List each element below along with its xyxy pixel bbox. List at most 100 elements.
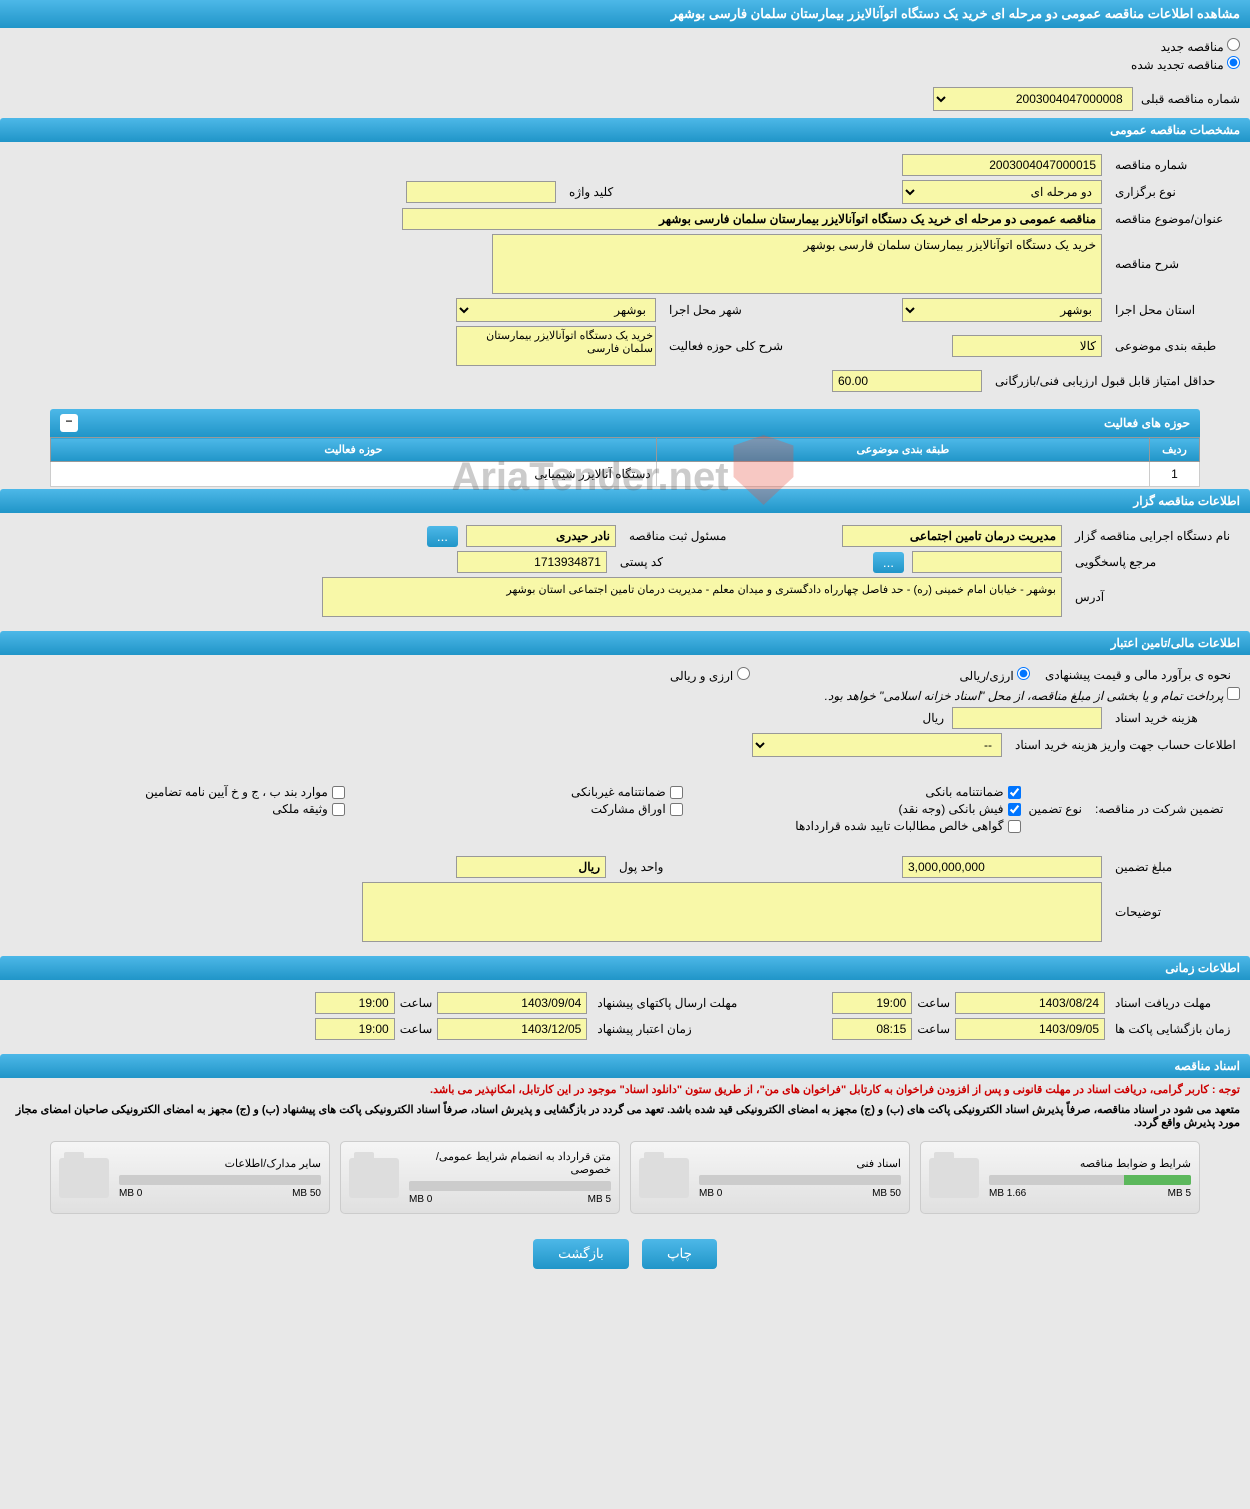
renewed-tender-radio[interactable] bbox=[1227, 56, 1240, 69]
holding-type-select[interactable]: دو مرحله ای bbox=[902, 180, 1102, 204]
receive-date[interactable] bbox=[955, 992, 1105, 1014]
activity-header: حوزه های فعالیت − bbox=[50, 409, 1200, 437]
doc-card-conditions[interactable]: شرایط و ضوابط مناقصه 5 MB1.66 MB bbox=[920, 1141, 1200, 1214]
opening-date[interactable] bbox=[955, 1018, 1105, 1040]
reference-input[interactable] bbox=[912, 551, 1062, 573]
org-input[interactable] bbox=[842, 525, 1062, 547]
keyword-input[interactable] bbox=[406, 181, 556, 203]
folder-icon bbox=[59, 1158, 109, 1198]
collapse-icon[interactable]: − bbox=[60, 414, 78, 432]
currency-unit-input[interactable] bbox=[456, 856, 606, 878]
packet-time[interactable] bbox=[315, 992, 395, 1014]
description-textarea[interactable]: خرید یک دستگاه اتوآنالایزر بیمارستان سلم… bbox=[492, 234, 1102, 294]
g-contracts[interactable]: گواهی خالص مطالبات تایید شده قراردادها bbox=[10, 819, 1021, 833]
rial-radio[interactable] bbox=[1017, 667, 1030, 680]
currency-radio[interactable] bbox=[737, 667, 750, 680]
postal-input[interactable] bbox=[457, 551, 607, 573]
cell-category bbox=[656, 462, 1149, 487]
min-score-label: حداقل امتیاز قابل قبول ارزیابی فنی/بازرگ… bbox=[990, 374, 1240, 388]
cell-scope: دستگاه آنالایزر شیمیایی bbox=[51, 462, 657, 487]
doc-card-other[interactable]: سایر مدارک/اطلاعات 50 MB0 MB bbox=[50, 1141, 330, 1214]
min-score-input[interactable] bbox=[832, 370, 982, 392]
treasury-checkbox[interactable] bbox=[1227, 687, 1240, 700]
doc-title: سایر مدارک/اطلاعات bbox=[119, 1157, 321, 1170]
province-label: استان محل اجرا bbox=[1110, 303, 1240, 317]
validity-label: زمان اعتبار پیشنهاد bbox=[592, 1022, 752, 1036]
g-bank[interactable]: ضمانتنامه بانکی bbox=[686, 785, 1021, 799]
hour-label-3: ساعت bbox=[917, 1022, 950, 1036]
progress-bar bbox=[409, 1181, 611, 1191]
renewed-tender-label: مناقصه تجدید شده bbox=[1131, 58, 1224, 72]
more-button[interactable]: ... bbox=[427, 526, 458, 547]
notes-label: توضیحات bbox=[1110, 905, 1240, 919]
back-button[interactable]: بازگشت bbox=[533, 1239, 629, 1269]
prev-number-select[interactable]: 2003004047000008 bbox=[933, 87, 1133, 111]
guarantee-amount-input[interactable] bbox=[902, 856, 1102, 878]
packet-label: مهلت ارسال پاکتهای پیشنهاد bbox=[592, 996, 752, 1010]
g-prop[interactable]: وثیقه ملکی bbox=[10, 802, 345, 816]
documents-grid: شرایط و ضوابط مناقصه 5 MB1.66 MB اسناد ف… bbox=[0, 1131, 1250, 1224]
print-button[interactable]: چاپ bbox=[642, 1239, 717, 1269]
doc-card-technical[interactable]: اسناد فنی 50 MB0 MB bbox=[630, 1141, 910, 1214]
opening-label: زمان بازگشایی پاکت ها bbox=[1110, 1022, 1240, 1036]
section-general: مشخصات مناقصه عمومی bbox=[0, 118, 1250, 142]
account-select[interactable]: -- bbox=[752, 733, 1002, 757]
purchase-cost-input[interactable] bbox=[952, 707, 1102, 729]
currency-option[interactable]: ارزی و ریالی bbox=[670, 667, 750, 683]
doc-title: متن قرارداد به انضمام شرایط عمومی/خصوصی bbox=[409, 1150, 611, 1176]
city-label: شهر محل اجرا bbox=[664, 303, 794, 317]
doc-card-contract[interactable]: متن قرارداد به انضمام شرایط عمومی/خصوصی … bbox=[340, 1141, 620, 1214]
g-bonds[interactable]: اوراق مشارکت bbox=[348, 802, 683, 816]
guarantee-amount-label: مبلغ تضمین bbox=[1110, 860, 1240, 874]
folder-icon bbox=[929, 1158, 979, 1198]
address-label: آدرس bbox=[1070, 590, 1240, 604]
opening-time[interactable] bbox=[832, 1018, 912, 1040]
warning-1: توجه : کاربر گرامی، دریافت اسناد در مهلت… bbox=[0, 1078, 1250, 1101]
rial-option[interactable]: ارزی/ریالی bbox=[960, 667, 1030, 683]
packet-date[interactable] bbox=[437, 992, 587, 1014]
renewed-tender-option[interactable]: مناقصه تجدید شده bbox=[10, 56, 1240, 72]
account-label: اطلاعات حساب جهت واریز هزینه خرید اسناد bbox=[1010, 738, 1240, 752]
province-select[interactable]: بوشهر bbox=[902, 298, 1102, 322]
doc-title: اسناد فنی bbox=[699, 1157, 901, 1170]
g-nonbank[interactable]: ضمانتنامه غیربانکی bbox=[348, 785, 683, 799]
purchase-cost-label: هزینه خرید اسناد bbox=[1110, 711, 1240, 725]
keyword-label: کلید واژه bbox=[564, 185, 694, 199]
rial-unit: ریال bbox=[922, 711, 944, 725]
new-tender-option[interactable]: مناقصه جدید bbox=[10, 38, 1240, 54]
address-box: بوشهر - خیابان امام خمینی (ره) - حد فاصل… bbox=[322, 577, 1062, 617]
prev-number-label: شماره مناقصه قبلی bbox=[1136, 92, 1240, 106]
activity-table: ردیف طبقه بندی موضوعی حوزه فعالیت 1 دستگ… bbox=[50, 437, 1200, 487]
new-tender-radio[interactable] bbox=[1227, 38, 1240, 51]
responsible-label: مسئول ثبت مناقصه bbox=[624, 529, 754, 543]
section-financial: اطلاعات مالی/تامین اعتبار bbox=[0, 631, 1250, 655]
hour-label: ساعت bbox=[917, 996, 950, 1010]
page-title: مشاهده اطلاعات مناقصه عمومی دو مرحله ای … bbox=[0, 0, 1250, 28]
g-cash[interactable]: فیش بانکی (وجه نقد) bbox=[686, 802, 1021, 816]
treasury-note: پرداخت تمام و یا بخشی از مبلغ مناقصه، از… bbox=[10, 687, 1240, 703]
ref-more-button[interactable]: ... bbox=[873, 552, 904, 573]
responsible-input[interactable] bbox=[466, 525, 616, 547]
receive-time[interactable] bbox=[832, 992, 912, 1014]
notes-textarea[interactable] bbox=[362, 882, 1102, 942]
section-documents: اسناد مناقصه bbox=[0, 1054, 1250, 1078]
subject-input[interactable] bbox=[402, 208, 1102, 230]
col-category: طبقه بندی موضوعی bbox=[656, 438, 1149, 462]
currency-unit-label: واحد پول bbox=[614, 860, 744, 874]
activity-scope-list[interactable]: خرید یک دستگاه اتوآنالایزر بیمارستان سلم… bbox=[456, 326, 656, 366]
new-tender-label: مناقصه جدید bbox=[1161, 40, 1224, 54]
tender-number-input[interactable] bbox=[902, 154, 1102, 176]
validity-date[interactable] bbox=[437, 1018, 587, 1040]
category-input[interactable] bbox=[952, 335, 1102, 357]
reference-label: مرجع پاسخگویی bbox=[1070, 555, 1240, 569]
g-reg[interactable]: موارد بند ب ، ج و خ آیین نامه تضامین bbox=[10, 785, 345, 799]
folder-icon bbox=[349, 1158, 399, 1198]
warning-2: متعهد می شود در اسناد مناقصه، صرفاً پذیر… bbox=[0, 1101, 1250, 1131]
progress-bar bbox=[119, 1175, 321, 1185]
city-select[interactable]: بوشهر bbox=[456, 298, 656, 322]
tender-number-label: شماره مناقصه bbox=[1110, 158, 1240, 172]
cell-num: 1 bbox=[1150, 462, 1200, 487]
col-row: ردیف bbox=[1150, 438, 1200, 462]
validity-time[interactable] bbox=[315, 1018, 395, 1040]
estimate-label: نحوه ی برآورد مالی و قیمت پیشنهادی bbox=[1040, 668, 1240, 682]
